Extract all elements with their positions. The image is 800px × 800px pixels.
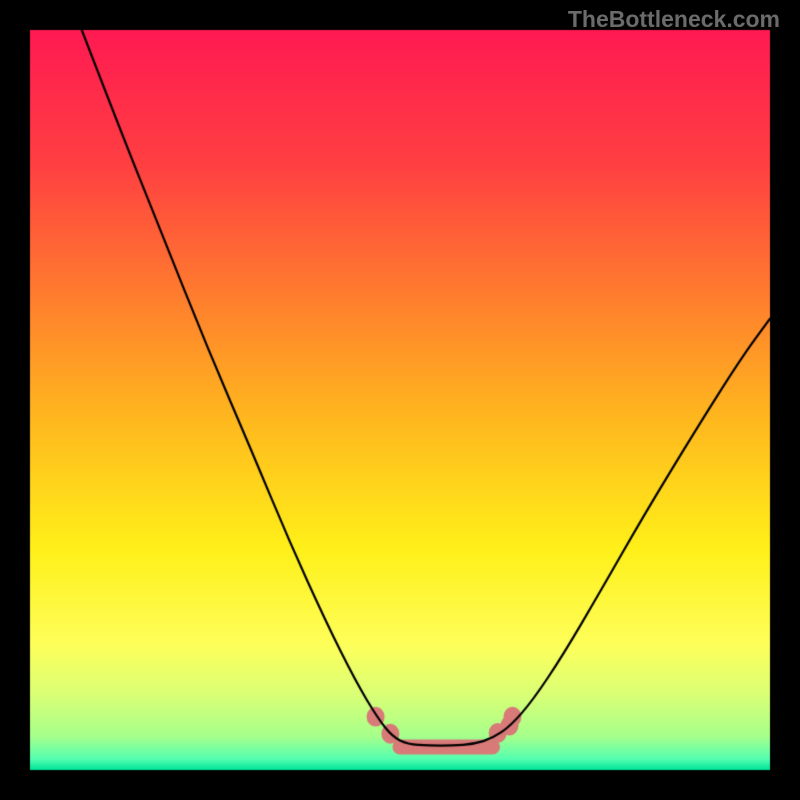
chart-stage: TheBottleneck.com — [0, 0, 800, 800]
bottleneck-curve-chart — [0, 0, 800, 800]
